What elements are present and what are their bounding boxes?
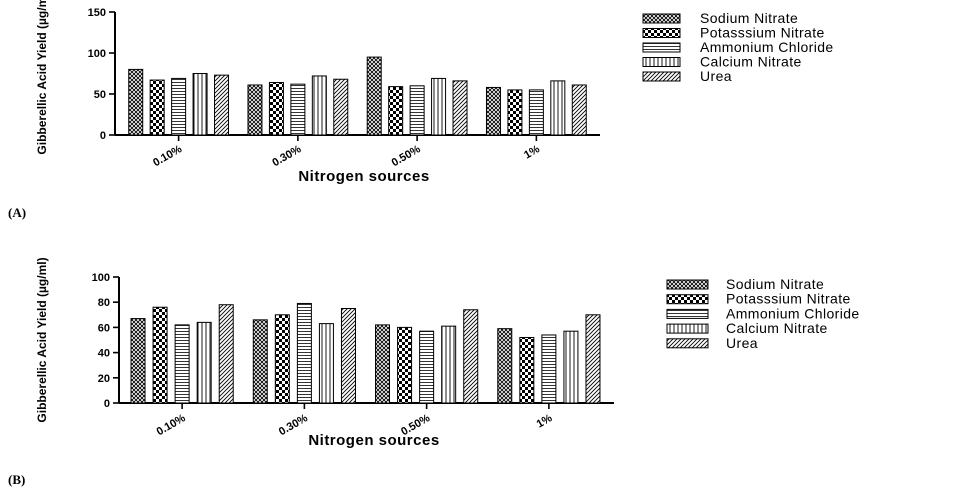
bar-urea-2 xyxy=(463,309,479,404)
bar-ammonium-chloride-0 xyxy=(174,324,190,404)
bar-calcium-nitrate-2 xyxy=(431,77,447,136)
bar-urea-1 xyxy=(340,308,356,404)
panel-label-b: (B) xyxy=(8,472,25,487)
bar-potasssium-nitrate-2 xyxy=(388,86,404,136)
bar-sodium-nitrate-1 xyxy=(247,84,263,136)
legend-label: Calcium Nitrate xyxy=(700,54,802,70)
bar-potasssium-nitrate-3 xyxy=(519,336,535,404)
bar-calcium-nitrate-3 xyxy=(550,80,566,136)
y-tick-label: 100 xyxy=(88,48,106,60)
legend-swatch xyxy=(666,338,709,349)
bar-potasssium-nitrate-2 xyxy=(397,326,413,404)
bar-sodium-nitrate-0 xyxy=(130,318,146,404)
y-tick-label: 0 xyxy=(100,130,106,142)
legend-label: Ammonium Chloride xyxy=(700,39,834,55)
bar-urea-3 xyxy=(571,84,587,136)
y-tick-label: 60 xyxy=(98,322,110,334)
panel-label-a: (A) xyxy=(8,205,26,220)
bar-calcium-nitrate-0 xyxy=(196,321,212,404)
legend-label: Urea xyxy=(700,68,732,84)
y-axis-title: Gibberellic Acid Yield (µg/ml) xyxy=(35,0,49,155)
bar-calcium-nitrate-1 xyxy=(311,75,327,136)
y-tick-label: 40 xyxy=(98,348,110,360)
bar-potasssium-nitrate-0 xyxy=(149,79,165,136)
bar-potasssium-nitrate-1 xyxy=(268,82,284,136)
y-tick-label: 50 xyxy=(94,89,106,101)
x-tick-label: 1% xyxy=(522,143,542,161)
legend-label: Potasssium Nitrate xyxy=(726,291,851,307)
legend-swatch xyxy=(642,13,681,24)
legend-label: Sodium Nitrate xyxy=(700,10,798,26)
legend-swatch xyxy=(642,57,681,67)
y-tick-label: 20 xyxy=(98,373,110,385)
bar-urea-3 xyxy=(585,314,601,404)
y-tick-label: 150 xyxy=(88,7,106,19)
bar-sodium-nitrate-1 xyxy=(252,319,268,404)
legend-label: Calcium Nitrate xyxy=(726,320,828,336)
legend-swatch xyxy=(666,323,709,334)
x-axis-title: Nitrogen sources xyxy=(308,432,439,449)
bar-ammonium-chloride-1 xyxy=(290,83,306,136)
y-tick-label: 0 xyxy=(104,398,110,410)
bar-urea-2 xyxy=(452,80,468,136)
bar-potasssium-nitrate-0 xyxy=(152,306,168,404)
x-tick-label: 1% xyxy=(535,412,555,430)
legend-swatch xyxy=(642,42,681,53)
legend-swatch xyxy=(666,308,709,319)
x-tick-label: 0.10% xyxy=(155,412,188,438)
bar-calcium-nitrate-0 xyxy=(192,73,208,136)
bar-ammonium-chloride-3 xyxy=(528,89,544,136)
x-axis-title: Nitrogen sources xyxy=(298,168,429,185)
legend: Sodium Nitrate Potasssium NitrateAmmoniu… xyxy=(666,276,860,351)
bar-sodium-nitrate-3 xyxy=(485,86,501,136)
legend-swatch xyxy=(666,279,709,290)
legend-swatch xyxy=(642,71,681,82)
y-axis-title: Gibberellic Acid Yield (µg/ml) xyxy=(35,257,49,422)
legend-label: Urea xyxy=(726,335,758,351)
legend-swatch xyxy=(666,294,709,305)
bar-calcium-nitrate-3 xyxy=(563,330,579,404)
x-tick-label: 0.30% xyxy=(270,143,303,169)
bar-sodium-nitrate-2 xyxy=(366,56,382,136)
bar-sodium-nitrate-2 xyxy=(375,324,391,404)
y-tick-label: 80 xyxy=(98,297,110,309)
x-tick-label: 0.10% xyxy=(151,143,184,169)
legend-label: Potasssium Nitrate xyxy=(700,25,825,41)
bar-ammonium-chloride-3 xyxy=(541,334,557,404)
legend: Sodium Nitrate Potasssium NitrateAmmoniu… xyxy=(642,10,834,84)
bar-sodium-nitrate-0 xyxy=(128,68,144,136)
bar-calcium-nitrate-1 xyxy=(318,323,334,404)
x-tick-label: 0.50% xyxy=(390,143,423,169)
bar-ammonium-chloride-2 xyxy=(409,85,425,136)
bar-ammonium-chloride-1 xyxy=(296,302,312,404)
bar-calcium-nitrate-2 xyxy=(441,325,457,404)
bar-potasssium-nitrate-1 xyxy=(274,314,290,404)
legend-label: Ammonium Chloride xyxy=(726,305,860,321)
chart-panel-a: 0 50 100 150 0.10% 0.30% 0.50% 1% Nitrogen sourc… xyxy=(35,0,834,185)
bar-potasssium-nitrate-3 xyxy=(507,89,523,136)
bar-ammonium-chloride-2 xyxy=(419,330,435,404)
bar-urea-0 xyxy=(218,304,234,404)
bar-urea-0 xyxy=(214,74,230,136)
bar-urea-1 xyxy=(333,78,349,136)
legend-label: Sodium Nitrate xyxy=(726,276,824,292)
bar-sodium-nitrate-3 xyxy=(497,328,513,404)
y-tick-label: 100 xyxy=(92,272,110,284)
legend-swatch xyxy=(642,28,681,38)
bar-ammonium-chloride-0 xyxy=(171,77,187,136)
x-tick-label: 0.30% xyxy=(277,412,310,438)
